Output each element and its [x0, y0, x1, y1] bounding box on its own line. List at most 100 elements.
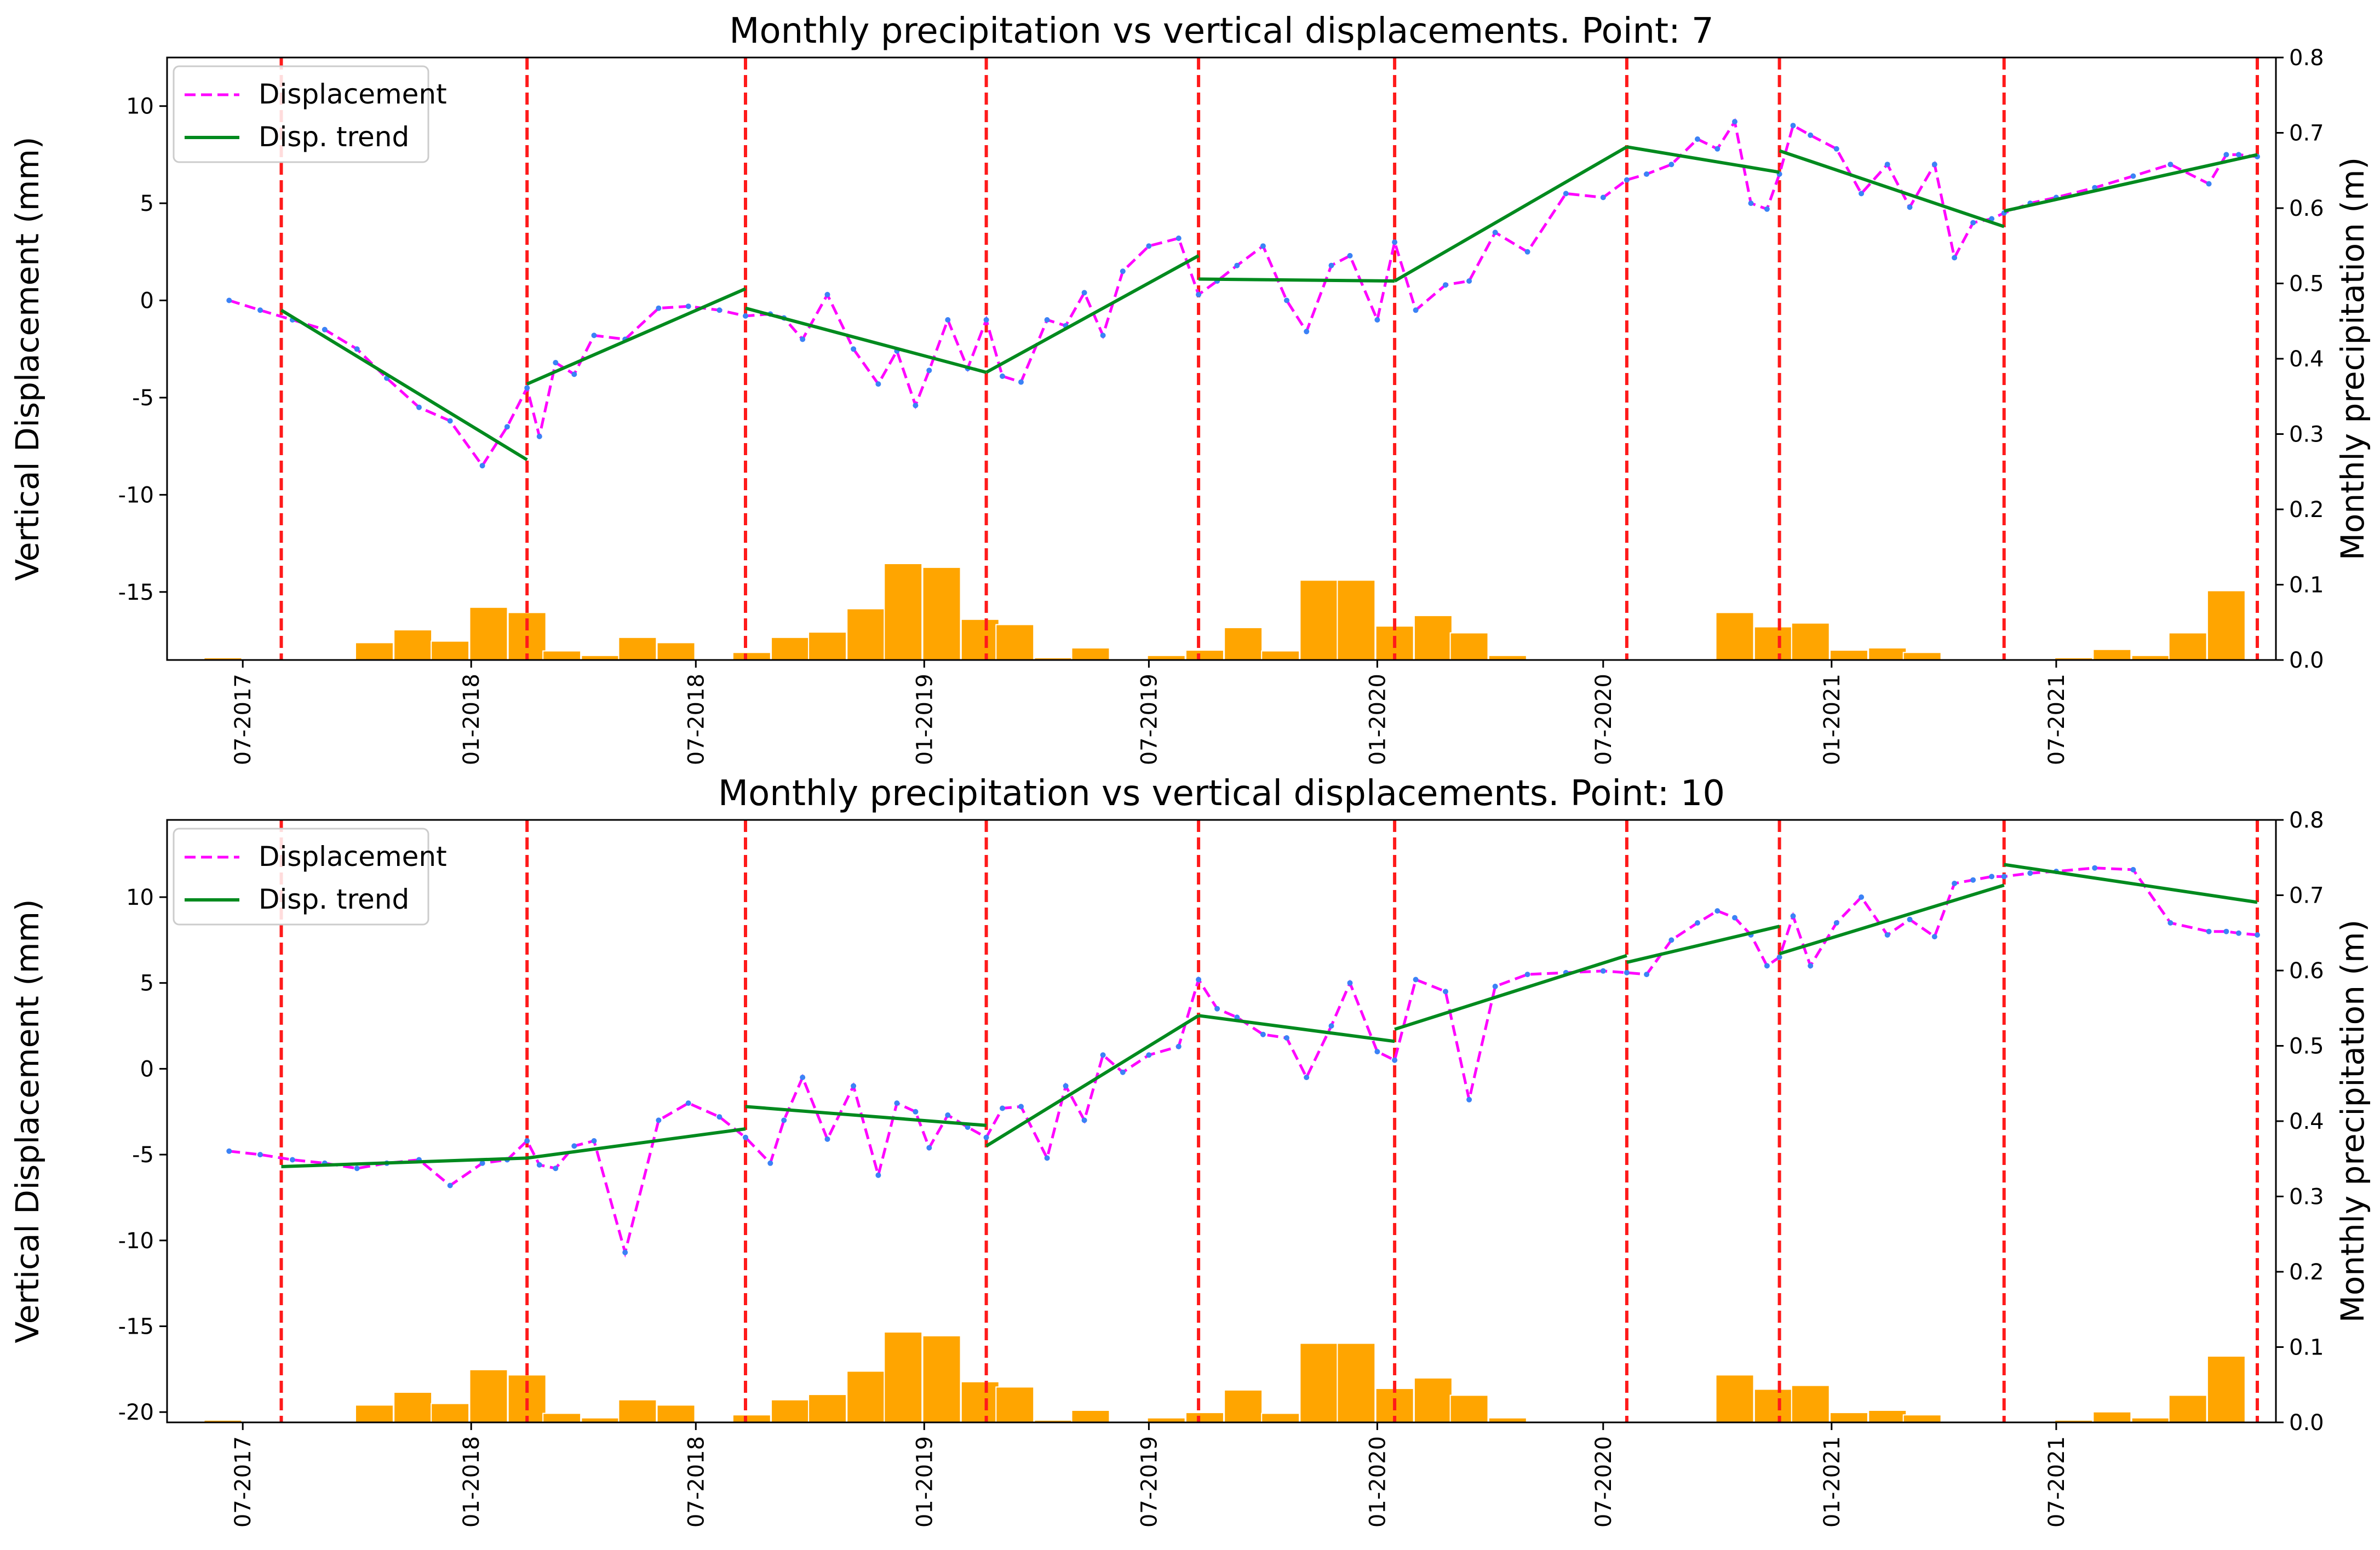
displacement-point [1100, 332, 1106, 338]
displacement-point [1600, 968, 1606, 974]
displacement-point [945, 317, 951, 323]
displacement-point [1776, 954, 1782, 960]
y2-tick-label: 0.4 [2289, 347, 2324, 372]
y2-tick-label: 0.7 [2289, 121, 2324, 146]
legend: Displacement Disp. trend [173, 828, 447, 926]
trend-segment [526, 1127, 746, 1160]
displacement-point [894, 1100, 900, 1106]
precipitation-bar [1071, 647, 1110, 661]
displacement-point [1907, 916, 1913, 922]
precipitation-bar [1830, 1412, 1868, 1423]
precipitation-bar [656, 1404, 696, 1423]
x-tick-label: 01-2021 [1820, 674, 1845, 765]
x-tick-label: 07-2021 [2044, 1436, 2069, 1528]
displacement-point [1952, 881, 1958, 886]
x-tick-label: 07-2019 [1137, 674, 1162, 765]
precipitation-bar [2168, 632, 2207, 661]
displacement-point [913, 403, 919, 409]
displacement-point [1492, 984, 1498, 989]
precipitation-bar [2168, 1394, 2207, 1423]
displacement-point [322, 326, 328, 332]
displacement-point [1284, 297, 1289, 303]
y-tick-label: -15 [118, 1314, 154, 1340]
precipitation-bar [1830, 650, 1868, 661]
x-tick-label: 07-2017 [231, 674, 256, 765]
y2-tick-label: 0.5 [2289, 1034, 2324, 1059]
y2-tick-label: 0.1 [2289, 573, 2324, 598]
displacement-point [945, 1112, 951, 1118]
trend-segment [526, 287, 747, 386]
precipitation-bar [1413, 1377, 1453, 1423]
displacement-point [1120, 1069, 1126, 1075]
precipitation-bar [884, 1331, 923, 1423]
displacement-point [479, 463, 485, 469]
displacement-point [1146, 243, 1152, 249]
trend-segment [985, 254, 1200, 374]
displacement-point [1732, 119, 1737, 125]
displacement-point [2223, 152, 2229, 158]
displacement-point [1624, 969, 1630, 975]
y2-tick-label: 0.3 [2289, 1185, 2324, 1210]
displacement-point [983, 1134, 989, 1140]
displacement-point [1328, 1023, 1334, 1029]
displacement-point [2236, 930, 2241, 936]
displacement-point [1695, 136, 1700, 142]
displacement-point [1120, 268, 1126, 274]
precipitation-bar [922, 566, 961, 661]
displacement-point [354, 1166, 360, 1172]
precipitation-bar [355, 642, 394, 661]
displacement-point [2092, 865, 2098, 871]
displacement-point [1563, 191, 1569, 197]
x-tick-label: 07-2019 [1137, 1436, 1162, 1528]
y-tick-label: -5 [132, 386, 154, 411]
displacement-point [1644, 171, 1650, 177]
displacement-point [716, 1114, 722, 1120]
displacement-point [1304, 329, 1310, 335]
y-tick-label: -20 [118, 1400, 154, 1425]
displacement-point [1234, 262, 1240, 268]
precipitation-bar [2092, 1411, 2132, 1423]
displacement-point [1492, 229, 1498, 236]
displacement-point [524, 385, 530, 391]
displacement-point [1970, 220, 1976, 226]
y-tick-label: -10 [118, 483, 154, 508]
legend-displacement-label: Displacement [259, 841, 447, 872]
displacement-point [1443, 989, 1448, 995]
trend-segment [1198, 1014, 1395, 1043]
displacement-point [2206, 928, 2212, 934]
displacement-point [800, 1075, 806, 1081]
displacement-point [1748, 200, 1754, 206]
y-tick-label: -10 [118, 1228, 154, 1254]
precipitation-bar [1299, 1342, 1339, 1423]
displacement-point [571, 1143, 577, 1149]
displacement-point [851, 1083, 857, 1089]
precipitation-bar [1185, 650, 1224, 661]
displacement-point [536, 433, 542, 439]
y-axis-label: Vertical Displacement (mm) [9, 899, 46, 1344]
chart-title: Monthly precipitation vs vertical displa… [718, 773, 1725, 814]
displacement-point [1175, 236, 1182, 241]
displacement-point [656, 305, 662, 311]
displacement-point [1413, 977, 1419, 983]
displacement-point [1833, 146, 1839, 152]
trend-segment [1626, 145, 1780, 174]
displacement-point [1466, 278, 1472, 284]
displacement-point [743, 1134, 748, 1140]
displacement-point [479, 1160, 485, 1166]
precipitation-bar [995, 1386, 1035, 1423]
displacement-point [656, 1117, 662, 1123]
displacement-point [1018, 379, 1024, 385]
displacement-point [1907, 204, 1913, 210]
displacement-point [2001, 874, 2007, 880]
precipitation-bar [771, 636, 810, 661]
displacement-point [1952, 255, 1958, 261]
displacement-point [1931, 934, 1937, 940]
precipitation-bar [618, 1399, 657, 1423]
displacement-point [1304, 1075, 1310, 1081]
trend-segment [745, 306, 987, 374]
y2-tick-label: 0.6 [2289, 958, 2324, 984]
legend-trend-label: Disp. trend [259, 883, 409, 915]
y2-tick-label: 0.0 [2289, 648, 2324, 673]
displacement-point [2236, 152, 2241, 158]
